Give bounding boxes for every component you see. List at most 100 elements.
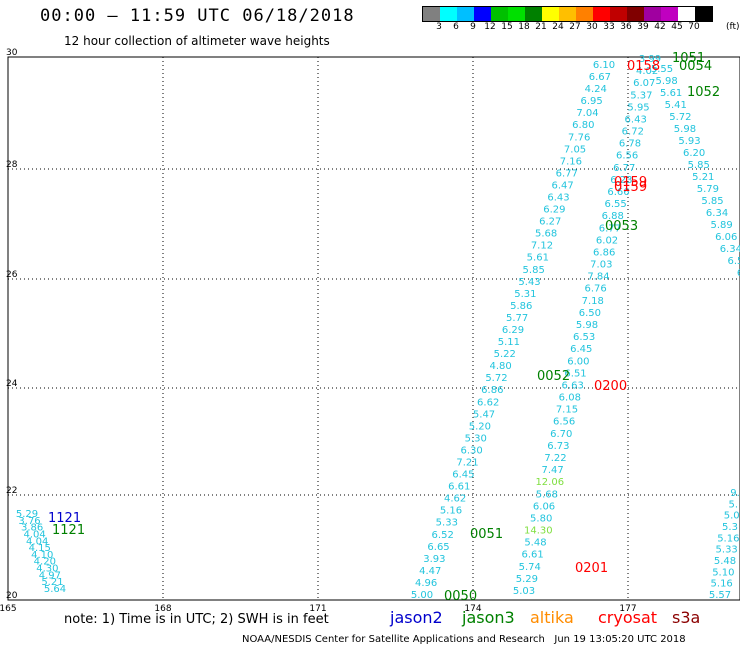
pass-time-label: 0053 <box>605 219 638 234</box>
wave-height-value: 5.57 <box>709 590 731 601</box>
wave-height-value: 5.16 <box>717 533 739 544</box>
wave-height-value: 5.10 <box>712 567 734 578</box>
wave-height-value: 5.95 <box>627 102 649 113</box>
legend-altika: altika <box>530 608 574 627</box>
wave-height-value: 7.05 <box>564 144 586 155</box>
pass-time-label: 0159 <box>614 175 647 190</box>
colorbar-unit: (ft) <box>726 22 740 32</box>
wave-height-value: 7.22 <box>544 453 566 464</box>
wave-height-value: 6.53 <box>573 332 595 343</box>
longitude-tick-label: 171 <box>309 604 326 614</box>
wave-height-value: 5.98 <box>655 76 677 87</box>
wave-height-value: 3.93 <box>423 554 445 565</box>
wave-height-value: 6.65 <box>427 542 449 553</box>
wave-height-value: 6.73 <box>547 441 569 452</box>
wave-height-value: 6.61 <box>448 482 470 493</box>
wave-height-value: 6.62 <box>477 397 499 408</box>
map-title: 00:00 – 11:59 UTC 06/18/2018 <box>40 6 355 26</box>
wave-height-value: 6.20 <box>683 148 705 159</box>
colorbar-labels: 3 6 9 12 15 18 21 24 27 30 33 36 39 42 45 70 <box>422 22 740 34</box>
wave-height-value: 7.84 <box>587 272 609 283</box>
wave-height-value: 6.95 <box>580 96 602 107</box>
wave-height-value: 5.16 <box>711 579 733 590</box>
colorbar-swatch <box>508 7 525 21</box>
colorbar-swatch <box>644 7 661 21</box>
latitude-tick-label: 30 <box>6 48 18 58</box>
colorbar-label: 39 <box>637 22 649 32</box>
colorbar-label: 42 <box>654 22 666 32</box>
wave-height-value: 6.27 <box>539 217 561 228</box>
units-note: note: 1) Time is in UTC; 2) SWH is in fe… <box>64 612 329 627</box>
wave-height-value: 6.23 <box>610 175 632 186</box>
wave-height-value: 6.10 <box>593 60 615 71</box>
wave-height-value: 6.34 <box>720 244 740 255</box>
pass-time-label: 1051 <box>672 51 705 66</box>
wave-height-value: 6.56 <box>553 417 575 428</box>
wave-height-value: 6.52 <box>432 530 454 541</box>
colorbar-label: 27 <box>569 22 581 32</box>
pass-time-label: 0050 <box>444 589 477 604</box>
wave-height-value: 6.43 <box>547 193 569 204</box>
wave-height-value: 5.79 <box>697 184 719 195</box>
wave-height-value: 6.29 <box>502 325 524 336</box>
colorbar-label: 12 <box>484 22 496 32</box>
wave-height-value: 4.80 <box>489 361 511 372</box>
wave-height-value: 5.77 <box>506 313 528 324</box>
wave-height-value: 5.33 <box>436 518 458 529</box>
latitude-tick-label: 22 <box>6 486 17 496</box>
wave-height-value: 6.63 <box>562 380 584 391</box>
wave-height-value: 12.06 <box>535 477 564 488</box>
latitude-tick-label: 20 <box>6 591 18 601</box>
colorbar-swatch <box>678 7 695 21</box>
wave-height-value: 7.03 <box>590 260 612 271</box>
wave-height-value: 5.48 <box>714 556 736 567</box>
colorbar-swatch <box>610 7 627 21</box>
wave-height-value: 6.77 <box>599 223 621 234</box>
wave-height-value: 5.21 <box>41 577 63 588</box>
colorbar-swatch <box>457 7 474 21</box>
wave-height-value: 6.06 <box>533 501 555 512</box>
latitude-tick-label: 28 <box>6 160 18 170</box>
colorbar-label: 18 <box>518 22 530 32</box>
legend-s3a: s3a <box>672 608 701 627</box>
wave-height-value: 5.11 <box>498 337 520 348</box>
wave-height-value: 6.43 <box>625 114 647 125</box>
wave-height-value: 5.93 <box>678 136 700 147</box>
wave-height-value: 3.86 <box>21 523 43 534</box>
wave-height-value: 5.43 <box>518 277 540 288</box>
longitude-tick-label: 177 <box>619 604 636 614</box>
wave-height-value: 6.66 <box>607 187 629 198</box>
wave-height-value: 4.02 <box>636 66 658 77</box>
wave-height-value: 5.68 <box>536 489 558 500</box>
wave-height-value: 5.31 <box>514 289 536 300</box>
wave-height-value: 6.72 <box>622 127 644 138</box>
wave-height-value: 6.07 <box>633 78 655 89</box>
wave-height-value: 5.98 <box>674 124 696 135</box>
wave-height-value: 5.61 <box>660 88 682 99</box>
wave-height-value: 5.48 <box>524 538 546 549</box>
colorbar-swatch <box>576 7 593 21</box>
colorbar-swatch <box>627 7 644 21</box>
wave-height-value: 14.30 <box>524 526 553 537</box>
wave-height-value: 6.56 <box>616 151 638 162</box>
wave-height-value: 5.86 <box>510 301 532 312</box>
wave-height-value: 5.47 <box>473 409 495 420</box>
colorbar-label: 70 <box>688 22 700 32</box>
wave-height-value: 6.55 <box>605 199 627 210</box>
colorbar-swatch <box>695 7 712 21</box>
pass-time-label: 1121 <box>52 523 85 538</box>
wave-height-value: 4.24 <box>585 84 607 95</box>
wave-height-value: 5.37 <box>630 90 652 101</box>
pass-time-label: 0158 <box>627 59 660 74</box>
wave-height-value: 4.15 <box>29 543 51 554</box>
wave-height-value: 5.72 <box>485 373 507 384</box>
wave-height-value: 5.68 <box>535 229 557 240</box>
wave-height-value: 4.30 <box>36 564 58 575</box>
wave-height-value: 4.62 <box>444 494 466 505</box>
wave-height-value: 5.98 <box>576 320 598 331</box>
wave-height-value: 5.61 <box>527 253 549 264</box>
wave-height-value: 5.22 <box>494 349 516 360</box>
colorbar-label: 3 <box>436 22 442 32</box>
footer-credit: NOAA/NESDIS Center for Satellite Applica… <box>242 634 686 645</box>
